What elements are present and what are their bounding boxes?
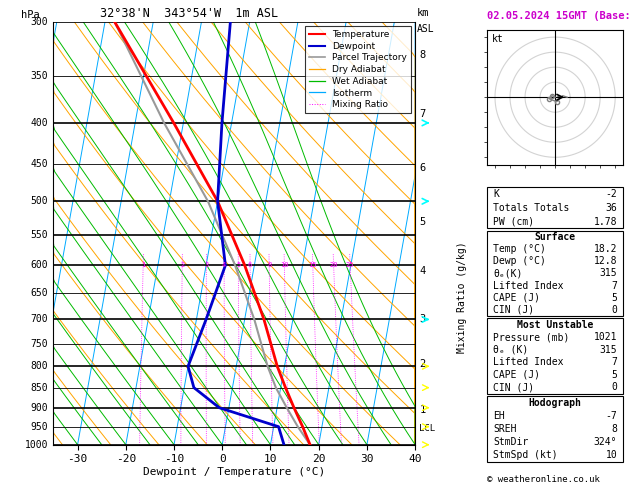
Text: Dewp (°C): Dewp (°C) [493, 256, 546, 266]
Text: 315: 315 [599, 345, 617, 355]
Text: 450: 450 [30, 159, 48, 169]
Text: 1021: 1021 [594, 332, 617, 342]
Text: θₑ (K): θₑ (K) [493, 345, 528, 355]
Text: 800: 800 [30, 361, 48, 371]
Text: 650: 650 [30, 288, 48, 298]
Text: 7: 7 [611, 280, 617, 291]
Text: 32°38'N  343°54'W  1m ASL: 32°38'N 343°54'W 1m ASL [101, 7, 279, 20]
Text: 02.05.2024 15GMT (Base: 00): 02.05.2024 15GMT (Base: 00) [487, 11, 629, 21]
Text: 1.78: 1.78 [594, 217, 617, 226]
Text: -2: -2 [606, 189, 617, 199]
Text: Lifted Index: Lifted Index [493, 280, 564, 291]
Text: 300: 300 [30, 17, 48, 27]
Text: km: km [417, 8, 430, 17]
Text: Mixing Ratio (g/kg): Mixing Ratio (g/kg) [457, 241, 467, 352]
Text: PW (cm): PW (cm) [493, 217, 534, 226]
Text: Most Unstable: Most Unstable [517, 320, 593, 330]
Text: StmSpd (kt): StmSpd (kt) [493, 450, 557, 460]
Text: 500: 500 [30, 196, 48, 206]
Text: LCL: LCL [420, 424, 436, 433]
Text: 950: 950 [30, 422, 48, 432]
Text: © weatheronline.co.uk: © weatheronline.co.uk [487, 474, 600, 484]
Text: 5: 5 [236, 262, 240, 268]
Text: 8: 8 [420, 51, 426, 60]
Text: 20: 20 [330, 262, 338, 268]
Text: 36: 36 [606, 203, 617, 213]
Text: 4: 4 [420, 266, 426, 276]
Text: 750: 750 [30, 339, 48, 348]
Text: 5: 5 [611, 370, 617, 380]
Text: 0: 0 [611, 382, 617, 392]
Text: 7: 7 [420, 109, 426, 119]
Text: 6: 6 [248, 262, 252, 268]
Text: 324°: 324° [594, 437, 617, 447]
Text: θₑ(K): θₑ(K) [493, 268, 522, 278]
Text: 8: 8 [611, 424, 617, 434]
Legend: Temperature, Dewpoint, Parcel Trajectory, Dry Adiabat, Wet Adiabat, Isotherm, Mi: Temperature, Dewpoint, Parcel Trajectory… [305, 26, 411, 113]
Text: 6: 6 [420, 163, 426, 173]
Text: 8: 8 [267, 262, 271, 268]
Text: CAPE (J): CAPE (J) [493, 370, 540, 380]
Text: Lifted Index: Lifted Index [493, 357, 564, 367]
Text: CIN (J): CIN (J) [493, 305, 534, 315]
Text: 550: 550 [30, 230, 48, 240]
Text: hPa: hPa [21, 10, 40, 20]
Text: Surface: Surface [535, 232, 576, 242]
Text: kt: kt [491, 34, 503, 44]
Text: 700: 700 [30, 314, 48, 325]
Text: 400: 400 [30, 118, 48, 128]
Text: 1: 1 [420, 405, 426, 416]
Text: 25: 25 [346, 262, 354, 268]
Text: Hodograph: Hodograph [528, 398, 582, 408]
Text: SREH: SREH [493, 424, 516, 434]
Text: 900: 900 [30, 403, 48, 413]
Text: -7: -7 [606, 411, 617, 421]
Text: 5: 5 [611, 293, 617, 303]
Text: 0: 0 [611, 305, 617, 315]
Text: Totals Totals: Totals Totals [493, 203, 569, 213]
Text: 5: 5 [420, 217, 426, 227]
Text: 10: 10 [280, 262, 289, 268]
Text: 3: 3 [420, 314, 426, 325]
Text: 12.8: 12.8 [594, 256, 617, 266]
Text: 850: 850 [30, 382, 48, 393]
Text: Temp (°C): Temp (°C) [493, 244, 546, 254]
Text: CAPE (J): CAPE (J) [493, 293, 540, 303]
Text: CIN (J): CIN (J) [493, 382, 534, 392]
Text: 3: 3 [204, 262, 208, 268]
Text: 1000: 1000 [25, 440, 48, 450]
Text: 2: 2 [180, 262, 184, 268]
Text: 350: 350 [30, 71, 48, 81]
X-axis label: Dewpoint / Temperature (°C): Dewpoint / Temperature (°C) [143, 467, 325, 477]
Text: 315: 315 [599, 268, 617, 278]
Text: 18.2: 18.2 [594, 244, 617, 254]
Text: 10: 10 [606, 450, 617, 460]
Text: StmDir: StmDir [493, 437, 528, 447]
Text: 4: 4 [222, 262, 226, 268]
Text: Pressure (mb): Pressure (mb) [493, 332, 569, 342]
Text: 600: 600 [30, 260, 48, 270]
Text: ASL: ASL [417, 24, 435, 34]
Text: EH: EH [493, 411, 504, 421]
Text: 2: 2 [420, 359, 426, 369]
Text: 7: 7 [611, 357, 617, 367]
Text: 15: 15 [309, 262, 317, 268]
Text: 1: 1 [141, 262, 145, 268]
Text: K: K [493, 189, 499, 199]
